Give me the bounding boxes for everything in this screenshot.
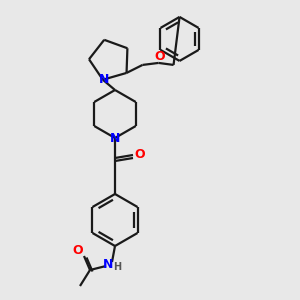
Text: O: O (154, 50, 165, 63)
Text: H: H (113, 262, 121, 272)
Text: O: O (73, 244, 83, 256)
Text: N: N (99, 73, 109, 86)
Text: N: N (110, 131, 120, 145)
Text: O: O (135, 148, 145, 161)
Text: N: N (103, 257, 113, 271)
